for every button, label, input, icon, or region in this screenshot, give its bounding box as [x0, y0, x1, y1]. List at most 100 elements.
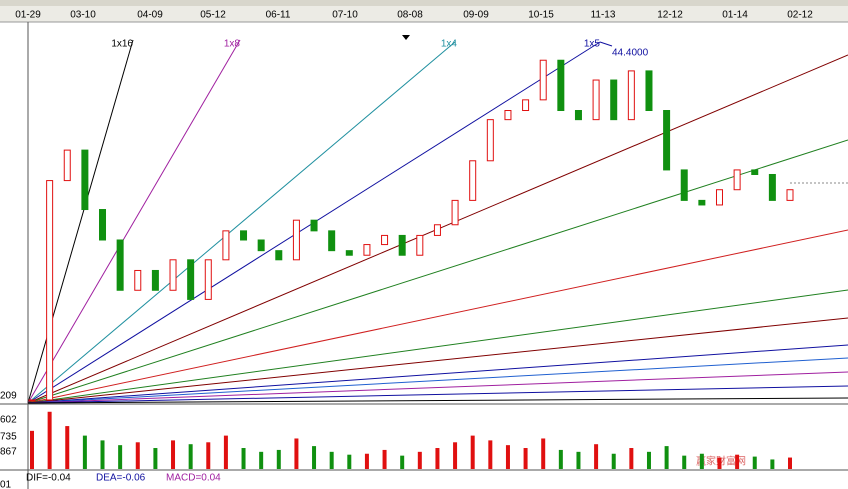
candle: [610, 79, 618, 121]
volume-bar: [629, 448, 634, 469]
gann-fan: [27, 39, 848, 404]
date-label: 10-15: [528, 10, 554, 21]
candle: [275, 250, 283, 261]
candle: [416, 234, 424, 256]
volume-bar: [699, 453, 704, 469]
volume-bar: [417, 451, 422, 469]
candle: [715, 189, 723, 206]
candle: [504, 110, 512, 121]
date-label: 09-09: [463, 10, 489, 21]
volume-bar: [223, 435, 228, 469]
volume-bar: [611, 453, 616, 469]
candle: [645, 70, 653, 112]
axis-label: 867: [0, 447, 17, 458]
candle: [663, 110, 671, 171]
volume-bar: [788, 457, 792, 469]
candle: [592, 79, 600, 121]
volume-bar: [347, 454, 352, 469]
volume-bar: [594, 444, 599, 469]
candle: [627, 70, 635, 121]
volume-bar: [47, 411, 52, 469]
macd-dif: DIF=-0.04: [26, 473, 71, 484]
volume-bar: [241, 448, 246, 469]
candle: [574, 110, 582, 121]
axis-label: 735: [0, 432, 17, 443]
macd-dea: DEA=-0.06: [96, 473, 146, 484]
candle: [345, 250, 353, 256]
candle: [99, 209, 107, 241]
volume-bar: [276, 449, 281, 469]
candle: [151, 269, 159, 291]
candle: [81, 149, 89, 211]
date-label: 02-12: [787, 10, 813, 21]
volume-bar: [770, 459, 775, 469]
candle: [433, 224, 441, 236]
volume-bar: [488, 440, 493, 469]
price-label: 44.4000: [612, 48, 649, 59]
date-label: 06-11: [266, 10, 291, 21]
toolbar: [0, 0, 848, 6]
volume-bar: [364, 453, 369, 469]
date-label: 05-12: [200, 10, 226, 21]
candle: [381, 234, 389, 246]
candle: [240, 230, 248, 241]
volume-bar: [558, 449, 563, 469]
fan-label: 1x16: [111, 39, 133, 50]
macd-value: MACD=0.04: [166, 473, 221, 484]
candle: [310, 219, 318, 232]
volume-bar: [312, 446, 317, 469]
date-label: 01-29: [15, 10, 41, 21]
marker: [402, 35, 410, 40]
volume-bar: [735, 454, 740, 469]
axis-label: 01: [0, 480, 12, 489]
candle: [733, 169, 741, 191]
candle: [46, 180, 54, 401]
date-label: 04-09: [137, 10, 163, 21]
candle: [522, 99, 530, 112]
volume-bar: [82, 435, 87, 469]
volume-bar: [576, 451, 581, 469]
candle: [698, 199, 706, 206]
volume-bar: [206, 442, 211, 469]
volume-bar: [505, 445, 510, 469]
volume-bar: [470, 435, 475, 469]
candle: [557, 59, 565, 112]
date-label: 12-12: [657, 10, 683, 21]
candle: [363, 244, 371, 256]
candle: [328, 230, 336, 252]
volume-bar: [664, 446, 669, 469]
date-label: 07-10: [332, 10, 358, 21]
candle: [222, 230, 230, 261]
candle: [63, 149, 71, 182]
volume-bar: [294, 438, 299, 469]
volume-bar: [717, 457, 722, 469]
volume-bar: [153, 448, 158, 469]
date-label: 01-14: [722, 10, 748, 21]
axis-label: 209: [0, 391, 17, 402]
candle: [539, 59, 547, 101]
volume-bar: [453, 442, 458, 469]
fan-label: 1x5: [584, 39, 601, 50]
candle: [187, 259, 195, 300]
volume-bar: [382, 449, 387, 469]
volume-bar: [171, 440, 176, 469]
candle: [680, 169, 688, 201]
date-label: 03-10: [70, 10, 96, 21]
volume-bar: [541, 438, 546, 469]
volume-bar: [118, 445, 123, 469]
fan-label: 1x8: [224, 39, 241, 50]
volume-bar: [188, 444, 193, 469]
fan-label: 1x4: [441, 39, 458, 50]
candle: [451, 199, 459, 226]
volume-bar: [135, 442, 140, 469]
candle: [169, 259, 177, 291]
candle: [398, 234, 406, 256]
candle: [116, 239, 124, 291]
volume-bar: [646, 451, 651, 469]
candle: [292, 219, 300, 261]
axis-label: 602: [0, 415, 17, 426]
date-label: 11-13: [591, 10, 616, 21]
candle: [134, 269, 142, 291]
